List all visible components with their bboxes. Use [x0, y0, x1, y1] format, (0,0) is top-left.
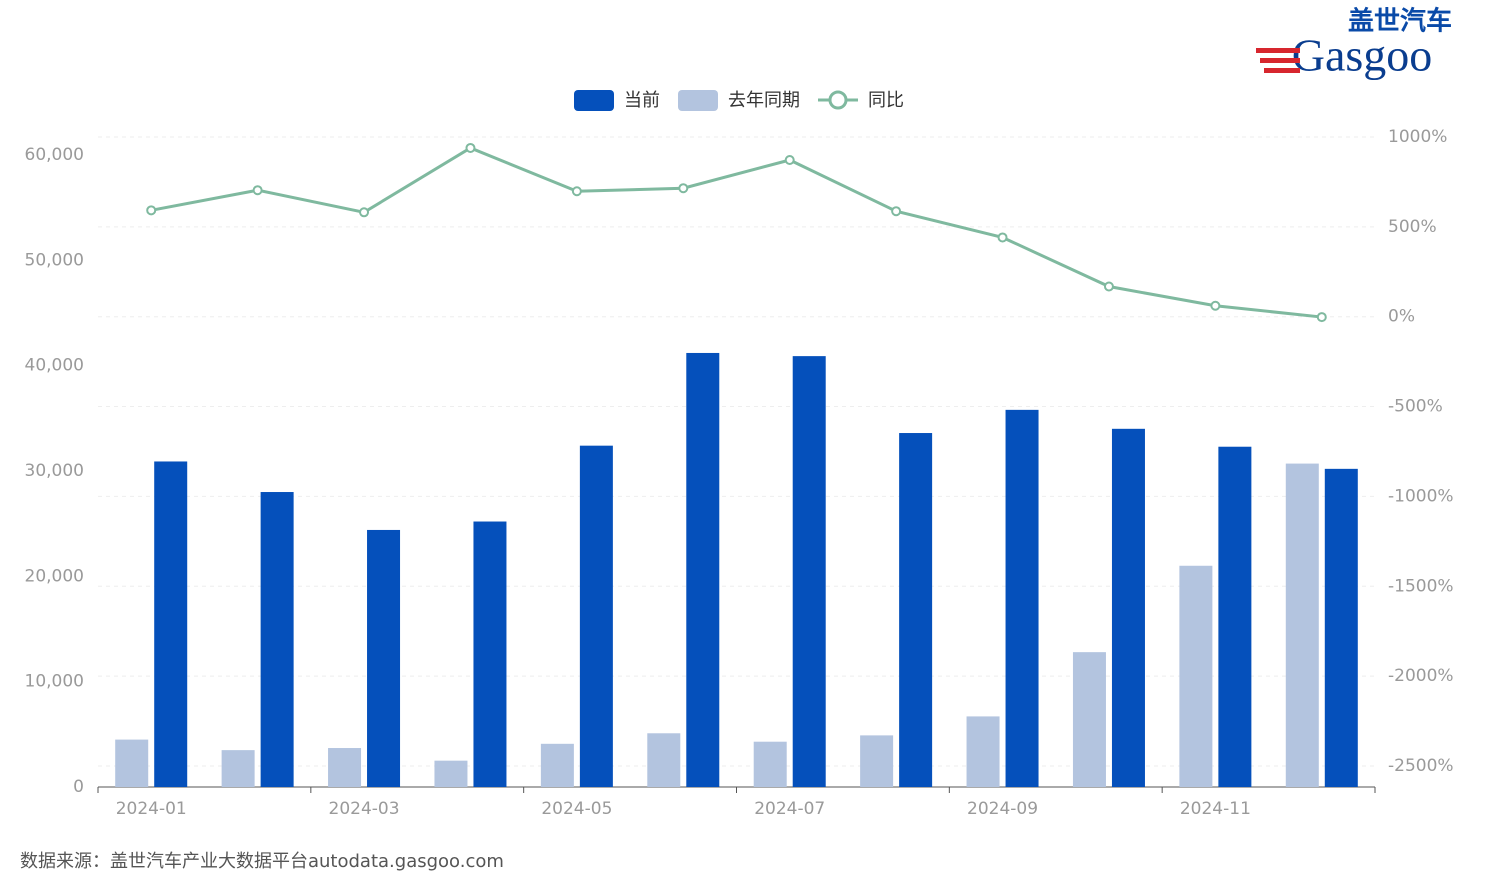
y2-tick-label: -1000%: [1388, 486, 1454, 506]
x-tick-label: 2024-11: [1180, 799, 1251, 819]
y2-tick-label: -2500%: [1388, 756, 1454, 776]
legend-swatch: [828, 90, 848, 110]
line-point: [252, 185, 263, 196]
y2-tick-label: -500%: [1388, 397, 1443, 417]
bar: [1218, 446, 1252, 787]
bar: [154, 461, 188, 787]
logo-stripe: [1256, 48, 1300, 53]
bar: [579, 445, 613, 787]
x-tick-label: 2024-03: [329, 799, 400, 819]
line-point: [997, 232, 1008, 243]
y2-tick-label: 1000%: [1388, 127, 1447, 147]
bar: [753, 741, 787, 787]
bar: [686, 352, 720, 787]
x-tick-label: 2024-09: [967, 799, 1038, 819]
y-tick-label: 10,000: [25, 672, 84, 692]
y2-tick-label: -2000%: [1388, 666, 1454, 686]
line-point: [1103, 281, 1114, 292]
line-point: [465, 142, 476, 153]
bar: [966, 716, 1000, 787]
bar: [1324, 468, 1358, 787]
y-tick-label: 0: [73, 777, 84, 797]
bar: [1285, 463, 1319, 787]
bar: [1111, 428, 1145, 787]
y-tick-label: 60,000: [25, 145, 84, 165]
y2-tick-label: -1500%: [1388, 576, 1454, 596]
bar: [1179, 565, 1213, 787]
line: [150, 146, 1322, 319]
legend-swatch: [574, 90, 614, 111]
x-tick-label: 2024-05: [541, 799, 612, 819]
bar: [367, 529, 401, 787]
y-tick-label: 40,000: [25, 356, 84, 376]
logo-stripe: [1264, 68, 1300, 73]
logo-en: Gasgoo: [1292, 30, 1433, 81]
line-point: [891, 206, 902, 217]
x-tick-label: 2024-01: [116, 799, 187, 819]
y-tick-label: 20,000: [25, 566, 84, 586]
line-point: [571, 186, 582, 197]
line-point: [1210, 300, 1221, 311]
bar: [540, 743, 574, 787]
bar: [434, 760, 468, 787]
bar: [860, 735, 894, 787]
bar: [328, 748, 362, 787]
y-tick-label: 50,000: [25, 250, 84, 270]
bar: [792, 356, 826, 787]
x-tick-label: 2024-07: [754, 799, 825, 819]
legend-label: 当前: [624, 90, 660, 111]
bar: [260, 492, 294, 787]
bar: [115, 739, 149, 787]
line-point: [1316, 312, 1327, 323]
line-point: [784, 155, 795, 166]
logo-cn: 盖世汽车: [1348, 6, 1452, 37]
bar: [473, 521, 507, 787]
legend-swatch: [678, 90, 718, 111]
legend-label: 去年同期: [728, 90, 800, 111]
y-tick-label: 30,000: [25, 461, 84, 481]
line-point: [359, 207, 370, 218]
bar: [221, 750, 255, 787]
bar: [647, 733, 681, 787]
source: 数据来源：盖世汽车产业大数据平台autodata.gasgoo.com: [20, 851, 504, 872]
legend-label: 同比: [868, 90, 904, 111]
bar: [1072, 652, 1106, 787]
y2-tick-label: 500%: [1388, 217, 1437, 237]
line-point: [146, 205, 157, 216]
y2-tick-label: 0%: [1388, 307, 1415, 327]
line-point: [678, 183, 689, 194]
logo-stripe: [1260, 58, 1300, 63]
bar: [899, 433, 933, 787]
bar: [1005, 409, 1039, 787]
